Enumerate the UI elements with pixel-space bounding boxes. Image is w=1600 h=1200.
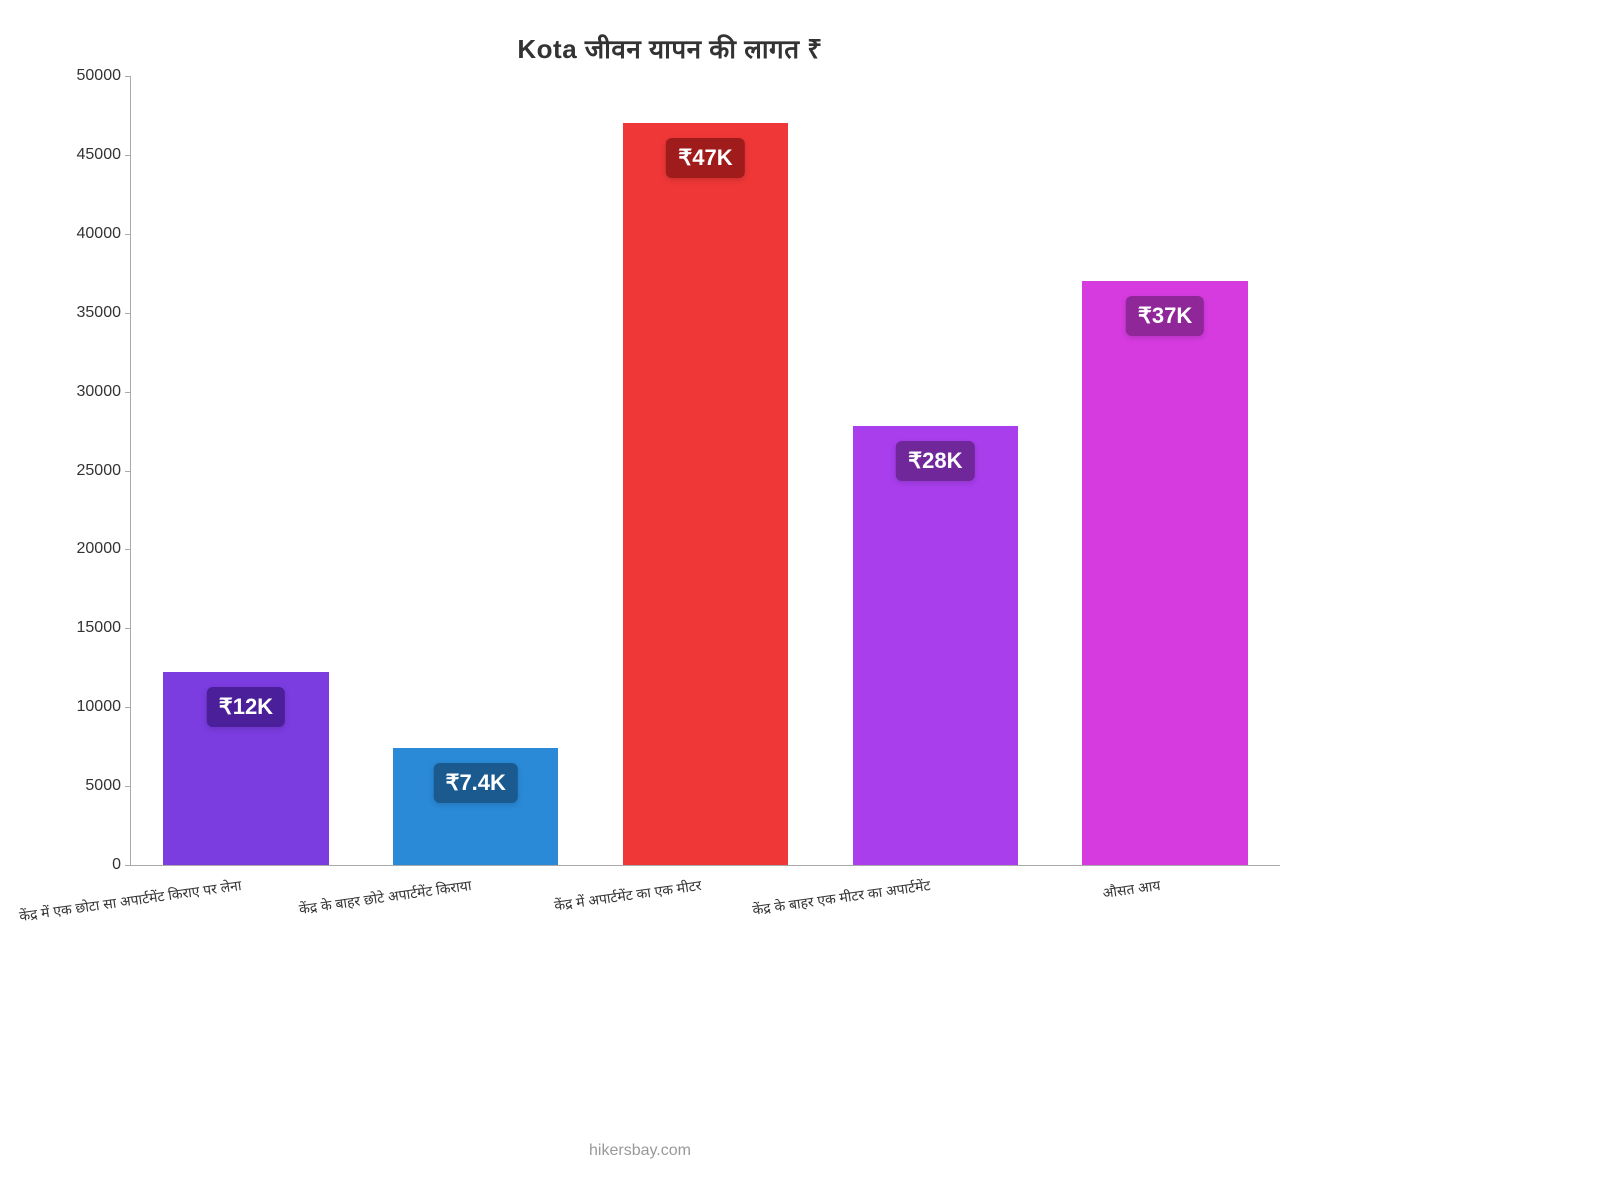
y-tick-mark [125,155,131,156]
y-tick-mark [125,234,131,235]
y-tick-label: 10000 [61,698,121,716]
y-tick-label: 25000 [61,462,121,480]
y-tick-mark [125,786,131,787]
bar: ₹47K [623,123,788,865]
value-badge: ₹47K [666,138,744,178]
y-tick-label: 0 [61,856,121,874]
value-badge: ₹37K [1126,296,1204,336]
y-tick-label: 20000 [61,540,121,558]
y-tick-label: 5000 [61,777,121,795]
y-tick-label: 50000 [61,67,121,85]
value-badge: ₹12K [207,687,285,727]
y-tick-mark [125,471,131,472]
y-tick-label: 15000 [61,619,121,637]
y-tick-mark [125,707,131,708]
value-badge: ₹7.4K [433,763,517,803]
value-badge: ₹28K [896,441,974,481]
x-axis-labels: केंद्र में एक छोटा सा अपार्टमेंट किराए प… [130,866,1280,956]
x-tick-label: औसत आय [1102,876,1162,903]
y-tick-label: 45000 [61,146,121,164]
y-tick-mark [125,628,131,629]
y-tick-mark [125,76,131,77]
bar: ₹37K [1082,281,1247,865]
x-tick-label: केंद्र के बाहर एक मीटर का अपार्टमेंट [752,876,932,920]
footer-attribution: hikersbay.com [0,1142,1280,1160]
x-tick-label: केंद्र में अपार्टमेंट का एक मीटर [553,876,703,915]
x-tick-label: केंद्र के बाहर छोटे अपार्टमेंट किराया [297,876,472,919]
y-tick-mark [125,313,131,314]
y-tick-label: 30000 [61,383,121,401]
chart-title: Kota जीवन यापन की लागत ₹ [60,30,1280,66]
cost-of-living-chart: Kota जीवन यापन की लागत ₹ 050001000015000… [60,30,1280,930]
bar: ₹28K [853,426,1018,865]
x-tick-label: केंद्र में एक छोटा सा अपार्टमेंट किराए प… [18,876,243,926]
y-tick-label: 35000 [61,304,121,322]
plot-area: 0500010000150002000025000300003500040000… [130,76,1280,866]
y-tick-mark [125,549,131,550]
bar: ₹7.4K [393,748,558,865]
y-tick-mark [125,392,131,393]
y-tick-label: 40000 [61,225,121,243]
bar: ₹12K [163,672,328,865]
